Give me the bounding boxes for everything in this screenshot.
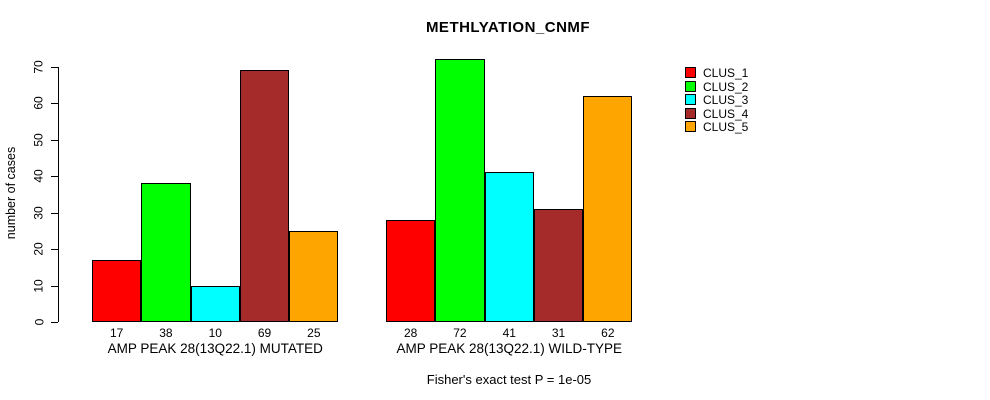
legend-label: CLUS_3 [703, 93, 749, 107]
y-tick-label: 20 [31, 242, 46, 256]
y-tick-mark [51, 103, 58, 105]
bar-clus_3 [190, 285, 240, 322]
y-tick-mark [51, 322, 58, 323]
y-tick-mark [51, 285, 58, 287]
x-group-label: AMP PEAK 28(13Q22.1) MUTATED [107, 341, 323, 356]
bar-clus_5 [583, 95, 633, 322]
y-tick-label: 30 [31, 205, 46, 220]
bar-value-label: 10 [208, 326, 222, 340]
y-tick-mark [51, 139, 58, 141]
legend-swatch [685, 121, 696, 132]
legend-swatch [685, 107, 696, 119]
bar-value-label: 62 [601, 326, 615, 340]
y-tick-label: 10 [31, 278, 46, 293]
bar-value-label: 41 [502, 326, 516, 340]
bar-clus_3 [484, 172, 534, 322]
y-tick-label: 40 [31, 169, 46, 183]
chart-title: METHLYATION_CNMF [425, 19, 591, 36]
legend-swatch [685, 94, 696, 105]
legend-label: CLUS_2 [703, 79, 749, 94]
bar-clus_5 [289, 230, 339, 322]
y-tick-mark [51, 212, 58, 214]
legend-swatch [685, 67, 696, 78]
bar-clus_4 [533, 208, 584, 322]
y-tick-label: 60 [31, 96, 46, 110]
annotation-text: Fisher's exact test P = 1e-05 [426, 372, 592, 387]
y-tick-mark [51, 176, 58, 178]
bar-clus_1 [386, 219, 436, 322]
bar-clus_2 [141, 183, 191, 322]
y-tick-mark [51, 249, 58, 251]
legend-label: CLUS_4 [703, 106, 749, 121]
y-tick-label: 50 [31, 132, 46, 147]
bar-clus_4 [239, 70, 290, 322]
x-group-label: AMP PEAK 28(13Q22.1) WILD-TYPE [396, 341, 623, 356]
bar-value-label: 31 [551, 326, 566, 340]
bar-clus_2 [435, 59, 485, 322]
y-tick-mark [51, 66, 58, 68]
bar-clus_1 [92, 259, 142, 322]
bar-value-label: 69 [257, 326, 272, 340]
bar-value-label: 38 [159, 326, 173, 340]
legend-label: CLUS_1 [703, 66, 749, 80]
bar-value-label: 72 [453, 326, 467, 340]
legend-label: CLUS_5 [703, 120, 749, 134]
bar-value-label: 25 [307, 326, 321, 340]
y-axis-line [58, 66, 59, 322]
y-tick-label: 70 [31, 59, 46, 74]
legend-swatch [685, 80, 696, 92]
y-tick-label: 0 [32, 318, 46, 326]
bar-value-label: 17 [109, 326, 124, 340]
bar-value-label: 28 [403, 326, 418, 340]
